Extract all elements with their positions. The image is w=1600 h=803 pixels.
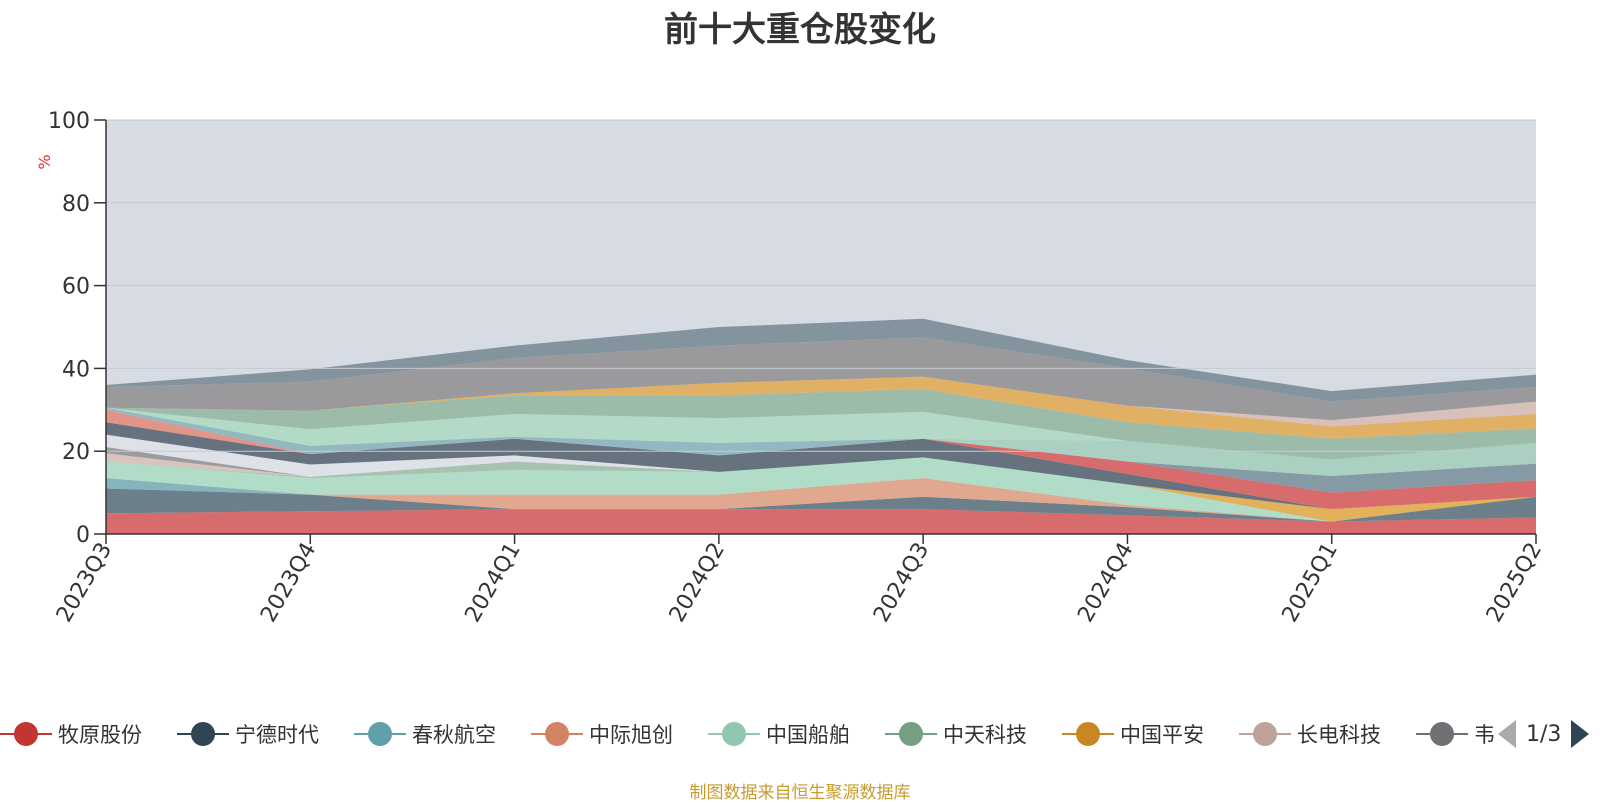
source-note: 制图数据来自恒生聚源数据库 [689, 783, 911, 803]
area-series-4 [106, 478, 1536, 522]
legend-label: 中天科技 [943, 723, 1027, 747]
legend-item[interactable]: 中天科技 [885, 712, 1027, 756]
area-series-5 [106, 457, 1536, 522]
x-tick-label: 2024Q2 [665, 539, 730, 627]
legend-item[interactable]: 中国船舶 [708, 712, 850, 756]
legend-label: 韦 [1474, 723, 1495, 747]
y-axis-unit-label: % [35, 154, 54, 169]
area-series-11 [106, 422, 1536, 510]
legend-item[interactable]: 宁德时代 [177, 712, 319, 756]
y-tick-label: 20 [62, 440, 90, 465]
legend-label: 牧原股份 [58, 723, 142, 747]
area-series-2 [106, 488, 1536, 522]
legend-item[interactable]: 牧原股份 [0, 712, 142, 756]
legend-marker-icon [708, 712, 760, 756]
area-series-21 [106, 337, 1536, 421]
y-tick-label: 0 [76, 523, 90, 548]
area-series-14 [106, 422, 1536, 477]
legend-marker-icon [531, 712, 583, 756]
legend-item[interactable]: 中际旭创 [531, 712, 673, 756]
x-tick-label: 2023Q4 [256, 539, 321, 627]
legend-pager: 1/3 [1498, 714, 1590, 754]
legend-prev-page-button[interactable] [1498, 720, 1516, 748]
legend-marker-icon [1416, 712, 1468, 756]
legend-marker-icon [885, 712, 937, 756]
legend-marker-icon [1239, 712, 1291, 756]
y-tick-label: 60 [62, 275, 90, 300]
legend-label: 宁德时代 [235, 723, 319, 747]
legend-marker-icon [1062, 712, 1114, 756]
area-series-19 [106, 376, 1536, 439]
legend-item[interactable]: 春秋航空 [354, 712, 496, 756]
legend-item[interactable]: 长电科技 [1239, 712, 1381, 756]
legend-page-indicator: 1/3 [1526, 721, 1562, 747]
legend-label: 中国平安 [1120, 723, 1204, 747]
legend-marker-icon [0, 712, 52, 756]
legend: 牧原股份 宁德时代 春秋航空 中际旭创 中国船舶 中天科技 中国平安 长电科技 韦 [0, 712, 1496, 756]
legend-label: 长电科技 [1297, 723, 1381, 747]
x-tick-label: 2024Q1 [460, 539, 525, 627]
legend-label: 中国船舶 [766, 723, 850, 747]
x-tick-label: 2025Q1 [1278, 539, 1343, 627]
y-tick-label: 100 [48, 109, 90, 134]
legend-label: 春秋航空 [412, 723, 496, 747]
area-series-18 [106, 389, 1536, 460]
legend-marker-icon [177, 712, 229, 756]
x-tick-label: 2025Q2 [1482, 539, 1547, 627]
x-tick-label: 2024Q3 [869, 539, 934, 627]
x-tick-label: 2024Q4 [1073, 539, 1138, 627]
area-series-22 [106, 318, 1536, 402]
chart-title: 前十大重仓股变化 [664, 10, 936, 50]
area-series-20 [106, 376, 1536, 427]
y-tick-label: 40 [62, 357, 90, 382]
legend-item[interactable]: 中国平安 [1062, 712, 1204, 756]
area-series-13 [106, 422, 1536, 493]
legend-item[interactable]: 韦 [1416, 712, 1495, 756]
area-series-layer [106, 318, 1536, 534]
area-series-17 [106, 407, 1536, 460]
legend-label: 中际旭创 [589, 723, 673, 747]
area-series-1 [106, 509, 1536, 534]
gridlines-layer [106, 119, 1536, 452]
chart-plot: 0 20 40 60 80 100 2023Q3 2023Q4 2024Q1 2024Q2 2024… [35, 109, 1547, 627]
legend-next-page-button[interactable] [1571, 720, 1590, 748]
x-tick-label: 2023Q3 [52, 539, 117, 627]
legend-marker-icon [354, 712, 406, 756]
area-series-12 [106, 422, 1536, 510]
y-tick-label: 80 [62, 192, 90, 217]
